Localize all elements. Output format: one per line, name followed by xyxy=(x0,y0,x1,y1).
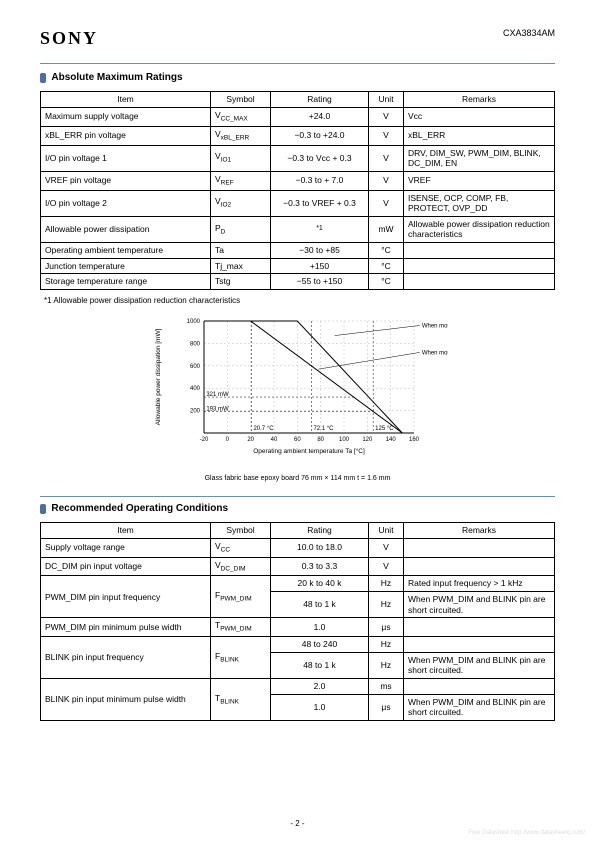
page-number: - 2 - xyxy=(0,819,595,828)
svg-text:40: 40 xyxy=(270,437,277,443)
svg-text:72.1 °C: 72.1 °C xyxy=(313,426,334,432)
pd-chart: -20 0 20 40 60 80 100 120 140 160 200 400 600 800 1000… xyxy=(138,311,458,482)
svg-text:600: 600 xyxy=(189,364,200,370)
svg-text:800: 800 xyxy=(189,341,200,347)
svg-text:When mounted on a single layer: When mounted on a single layer board xyxy=(421,350,447,356)
table-row: Maximum supply voltage VCC_MAX +24.0 V V… xyxy=(41,107,555,126)
section-amr-header: Absolute Maximum Ratings xyxy=(40,72,555,83)
page-header: SONY CXA3834AM xyxy=(40,28,555,49)
svg-text:160: 160 xyxy=(408,437,419,443)
table-row: PWM_DIM pin input frequency FPWM_DIM 20 … xyxy=(41,576,555,592)
svg-text:60: 60 xyxy=(293,437,300,443)
svg-text:100: 100 xyxy=(338,437,349,443)
svg-text:0: 0 xyxy=(225,437,229,443)
svg-text:400: 400 xyxy=(189,386,200,392)
cell-remarks: Vcc xyxy=(404,107,555,126)
svg-text:20: 20 xyxy=(247,437,254,443)
table-row: Storage temperature range Tstg −55 to +1… xyxy=(41,274,555,290)
header-rule xyxy=(40,63,555,64)
table-header-row: Item Symbol Rating Unit Remarks xyxy=(41,523,555,539)
col-symbol: Symbol xyxy=(211,92,271,108)
svg-text:80: 80 xyxy=(317,437,324,443)
svg-text:When mounted on a 4-layer boar: When mounted on a 4-layer board xyxy=(421,323,447,329)
cell-unit: V xyxy=(369,107,404,126)
footnote-1: *1 Allowable power dissipation reduction… xyxy=(44,296,555,305)
pd-chart-svg: -20 0 20 40 60 80 100 120 140 160 200 400 600 800 1000… xyxy=(148,311,448,471)
svg-text:193 mW: 193 mW xyxy=(206,406,229,412)
table-row: Operating ambient temperature Ta −30 to … xyxy=(41,243,555,259)
part-number: CXA3834AM xyxy=(503,28,555,38)
table-row: BLINK pin input minimum pulse width TBLI… xyxy=(41,679,555,695)
table-row: I/O pin voltage 2 VIO2 −0.3 to VREF + 0.… xyxy=(41,190,555,216)
section-roc-header: Recommended Operating Conditions xyxy=(40,503,555,514)
table-row: PWM_DIM pin minimum pulse width TPWM_DIM… xyxy=(41,618,555,637)
svg-text:120: 120 xyxy=(362,437,373,443)
roc-table: Item Symbol Rating Unit Remarks Supply v… xyxy=(40,522,555,721)
table-row: BLINK pin input frequency FBLINK 48 to 2… xyxy=(41,637,555,653)
col-rating: Rating xyxy=(271,92,369,108)
amr-table: Item Symbol Rating Unit Remarks Maximum … xyxy=(40,91,555,290)
col-remarks: Remarks xyxy=(404,92,555,108)
section-bullet-icon xyxy=(40,504,46,514)
svg-text:140: 140 xyxy=(385,437,396,443)
table-row: VREF pin voltage VREF −0.3 to + 7.0 V VR… xyxy=(41,171,555,190)
cell-symbol: VCC_MAX xyxy=(211,107,271,126)
section-roc-title: Recommended Operating Conditions xyxy=(51,503,228,514)
table-row: Junction temperature Tj_max +150 °C xyxy=(41,258,555,274)
svg-text:Operating ambient temperature: Operating ambient temperature Ta [°C] xyxy=(253,447,365,455)
section-divider xyxy=(40,496,555,497)
col-unit: Unit xyxy=(369,92,404,108)
table-header-row: Item Symbol Rating Unit Remarks xyxy=(41,92,555,108)
svg-text:321 mW: 321 mW xyxy=(206,392,229,398)
watermark: Free Datasheet http://www.datasheetq.com… xyxy=(468,830,585,836)
chart-caption: Glass fabric base epoxy board 76 mm × 11… xyxy=(138,475,458,482)
cell-rating: +24.0 xyxy=(271,107,369,126)
table-row: xBL_ERR pin voltage VxBL_ERR −0.3 to +24… xyxy=(41,126,555,145)
table-row: I/O pin voltage 1 VIO1 −0.3 to Vcc + 0.3… xyxy=(41,145,555,171)
svg-text:Allowable power dissipation [m: Allowable power dissipation [mW] xyxy=(155,328,162,425)
table-row: Allowable power dissipation PD *1 mW All… xyxy=(41,216,555,242)
svg-text:-20: -20 xyxy=(199,437,208,443)
table-row: DC_DIM pin input voltage VDC_DIM 0.3 to … xyxy=(41,557,555,576)
section-bullet-icon xyxy=(40,73,46,83)
svg-text:200: 200 xyxy=(189,409,200,415)
col-item: Item xyxy=(41,92,211,108)
cell-item: Maximum supply voltage xyxy=(41,107,211,126)
svg-text:20.7 °C: 20.7 °C xyxy=(253,426,274,432)
svg-text:125 °C: 125 °C xyxy=(375,426,394,432)
svg-text:1000: 1000 xyxy=(186,319,200,325)
table-row: Supply voltage range VCC 10.0 to 18.0 V xyxy=(41,538,555,557)
sony-logo: SONY xyxy=(40,28,98,49)
section-amr-title: Absolute Maximum Ratings xyxy=(51,72,182,83)
